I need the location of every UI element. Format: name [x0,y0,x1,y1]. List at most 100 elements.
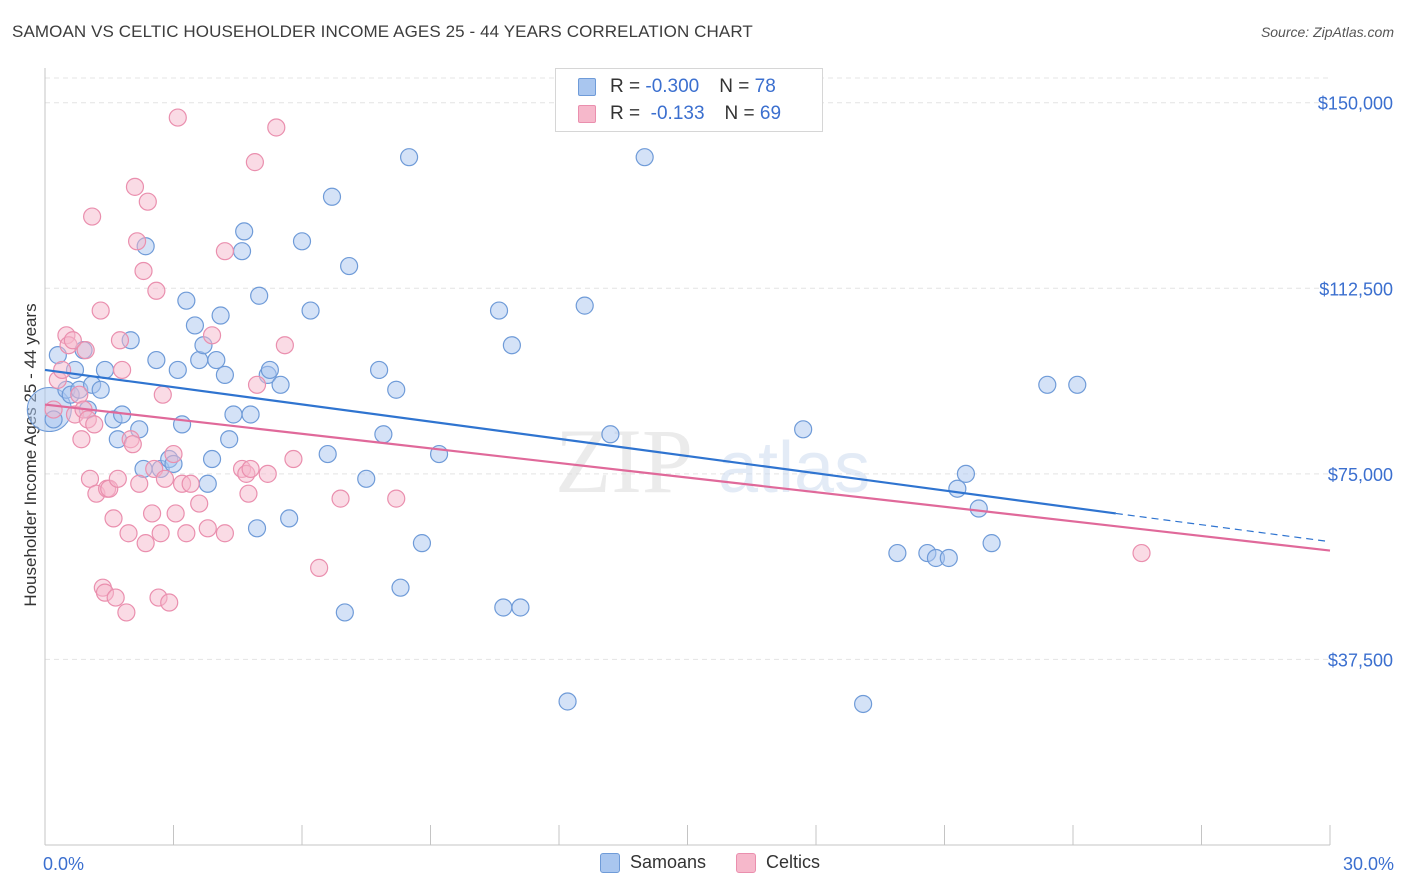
celtics-point [130,474,149,493]
celtics-point [331,489,350,508]
samoans-point [260,360,279,380]
samoans-point [280,509,299,528]
samoans-point [1068,375,1087,394]
celtics-legend-swatch [736,852,757,873]
samoans-point [956,464,976,483]
celtics-point [160,593,179,612]
samoans-point [91,380,110,399]
samoans-point [95,360,115,380]
r-value: -0.300 [645,76,700,97]
samoans-trend-extension [1115,512,1331,543]
samoans-point [939,548,958,568]
celtics-point [247,375,267,394]
celtics-point [72,430,91,449]
celtics-point [190,494,209,513]
samoans-point [635,148,654,167]
samoans-point [318,444,337,464]
samoans-point [794,420,813,439]
source-label: Source: ZipAtlas.com [1260,24,1394,40]
celtics-point [166,504,185,523]
samoans-trend-line [44,368,1116,515]
samoans-point [271,375,290,394]
y-tick-label: $112,500 [1319,279,1393,299]
y-tick-label: $37,500 [1328,650,1393,670]
samoans-legend-swatch [600,852,620,873]
legend-item-samoans[interactable]: Samoans [600,852,706,873]
samoans-point [335,603,354,622]
samoans-point [147,350,166,370]
celtics-point [76,341,95,360]
x-tick-label-max: 30.0% [1343,854,1394,874]
samoans-point [224,405,243,424]
celtics-point [168,108,187,127]
samoans-point [292,232,312,251]
samoans-legend-label: Samoans [630,852,707,872]
stats-legend: R = -0.300 N = 78 R = -0.133 N = 69 [555,68,823,132]
samoans-point [489,301,509,320]
celtics-point [258,464,277,483]
samoans-point [511,598,530,617]
celtics-point [1132,543,1151,563]
samoans-point [370,360,389,380]
samoans-point [198,474,217,493]
celtics-point [127,232,147,251]
celtics-point [106,588,125,607]
r-value: -0.133 [645,103,705,124]
celtics-point [267,118,286,137]
samoans-point [247,519,267,538]
samoans-point [185,316,205,335]
r-label: R = [610,76,646,97]
celtics-point [310,558,329,577]
samoans-point [232,242,252,261]
samoans-point [220,430,239,449]
celtics-point [110,331,130,350]
samoans-point [168,360,187,380]
n-value: 78 [754,76,776,97]
stats-legend-row-celtics: R = -0.133 N = 69 [578,102,781,126]
celtics-point [104,509,123,528]
samoans-point [241,405,260,424]
celtics-point [123,435,142,454]
celtics-point [108,469,127,488]
celtics-point [138,192,157,211]
n-label: N = [724,103,760,124]
samoans-point [387,380,406,399]
celtics-point [85,415,104,434]
celtics-point [53,360,72,380]
stats-legend-row-samoans: R = -0.300 N = 78 [578,75,776,99]
legend-item-celtics[interactable]: Celtics [736,852,820,873]
celtics-point [387,489,406,508]
y-axis-label: Householder Income Ages 25 - 44 years [21,303,40,606]
samoans-swatch [578,78,596,96]
chart-title: SAMOAN VS CELTIC HOUSEHOLDER INCOME AGES… [12,22,753,41]
celtics-point [142,504,162,523]
samoans-point [340,256,359,276]
celtics-point [153,385,172,404]
samoans-point [502,336,521,355]
celtics-point [44,400,63,419]
celtics-point [215,524,234,543]
celtics-point [202,326,222,345]
celtics-point [284,449,303,469]
samoans-point [412,534,432,553]
watermark-zip: ZIP [555,410,693,512]
celtics-point [136,534,155,553]
samoans-point [301,301,320,320]
samoans-point [558,692,577,711]
celtics-point [198,519,217,538]
celtics-point [112,360,132,380]
celtics-point [239,484,258,503]
samoans-point [391,578,410,597]
celtics-point [134,261,153,281]
celtics-swatch [578,105,596,123]
samoans-point [982,534,1001,553]
samoans-point [202,449,222,469]
celtics-point [125,177,145,196]
celtics-point [151,524,170,543]
samoans-point [1038,375,1057,394]
samoans-point [177,291,196,310]
celtics-point [245,153,264,172]
series-legend: Samoans Celtics [600,852,850,873]
samoans-point [948,479,967,498]
